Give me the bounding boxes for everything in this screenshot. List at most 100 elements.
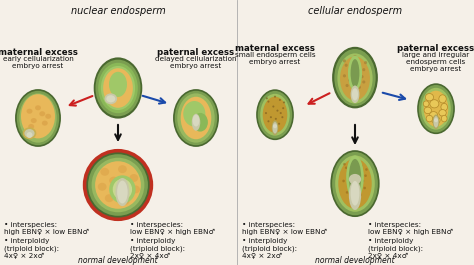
- Ellipse shape: [348, 56, 362, 91]
- Text: large and irregular
endosperm cells
embryo arrest: large and irregular endosperm cells embr…: [402, 52, 470, 72]
- Ellipse shape: [95, 161, 141, 209]
- Ellipse shape: [340, 56, 370, 100]
- Ellipse shape: [192, 114, 200, 131]
- Ellipse shape: [430, 100, 439, 108]
- Text: • interspecies:
low EBN♀ × high EBN♂: • interspecies: low EBN♀ × high EBN♂: [368, 222, 453, 235]
- Ellipse shape: [258, 91, 292, 139]
- Ellipse shape: [118, 165, 127, 173]
- Ellipse shape: [434, 116, 438, 127]
- Ellipse shape: [349, 70, 352, 73]
- Ellipse shape: [279, 99, 281, 101]
- Text: normal development: normal development: [315, 256, 395, 265]
- Text: delayed cellularization
embryo arrest: delayed cellularization embryo arrest: [155, 56, 237, 69]
- Ellipse shape: [265, 112, 267, 114]
- Ellipse shape: [356, 61, 359, 64]
- Ellipse shape: [98, 183, 107, 191]
- Ellipse shape: [100, 168, 109, 176]
- Ellipse shape: [45, 114, 51, 119]
- Ellipse shape: [274, 96, 276, 98]
- Ellipse shape: [276, 110, 279, 112]
- Ellipse shape: [115, 178, 129, 206]
- Ellipse shape: [94, 58, 142, 119]
- Ellipse shape: [354, 160, 356, 162]
- Ellipse shape: [23, 127, 36, 139]
- Ellipse shape: [421, 88, 451, 130]
- Ellipse shape: [419, 85, 453, 132]
- Ellipse shape: [95, 60, 140, 116]
- Ellipse shape: [345, 64, 348, 67]
- Ellipse shape: [348, 79, 351, 82]
- Ellipse shape: [364, 61, 367, 64]
- Ellipse shape: [352, 88, 358, 100]
- Ellipse shape: [282, 107, 284, 109]
- Ellipse shape: [354, 55, 356, 58]
- Ellipse shape: [364, 187, 366, 189]
- Ellipse shape: [362, 180, 364, 182]
- Text: nuclear endosperm: nuclear endosperm: [71, 6, 165, 16]
- Ellipse shape: [28, 124, 34, 129]
- Ellipse shape: [343, 163, 346, 166]
- Ellipse shape: [364, 174, 367, 177]
- Ellipse shape: [177, 93, 215, 143]
- Ellipse shape: [282, 116, 283, 118]
- Ellipse shape: [342, 180, 345, 182]
- Ellipse shape: [39, 111, 45, 116]
- Ellipse shape: [351, 59, 359, 87]
- Ellipse shape: [425, 94, 434, 101]
- Ellipse shape: [343, 59, 346, 63]
- Ellipse shape: [423, 101, 429, 107]
- Text: • interspecies:
high EBN♀ × low EBN♂: • interspecies: high EBN♀ × low EBN♂: [242, 222, 327, 235]
- Ellipse shape: [352, 198, 355, 201]
- Ellipse shape: [175, 91, 217, 145]
- Text: maternal excess: maternal excess: [235, 44, 315, 53]
- Ellipse shape: [129, 174, 138, 182]
- Ellipse shape: [439, 95, 446, 103]
- Ellipse shape: [17, 91, 59, 145]
- Ellipse shape: [283, 101, 285, 103]
- Text: • interploidy
(triploid block):
4x♀ × 2x♂: • interploidy (triploid block): 4x♀ × 2x…: [242, 238, 297, 258]
- Ellipse shape: [91, 158, 145, 212]
- Ellipse shape: [360, 165, 363, 167]
- Ellipse shape: [27, 132, 33, 138]
- Ellipse shape: [109, 175, 136, 204]
- Ellipse shape: [101, 66, 135, 110]
- Ellipse shape: [273, 105, 274, 108]
- Ellipse shape: [349, 159, 361, 196]
- Ellipse shape: [42, 121, 48, 126]
- Ellipse shape: [273, 124, 277, 128]
- Text: • interploidy
(triploid block):
2x♀ × 4x♂: • interploidy (triploid block): 2x♀ × 4x…: [130, 238, 185, 258]
- Text: maternal excess: maternal excess: [0, 48, 78, 57]
- Ellipse shape: [351, 86, 359, 103]
- Ellipse shape: [260, 94, 290, 136]
- Ellipse shape: [348, 186, 351, 188]
- Ellipse shape: [98, 63, 138, 113]
- Ellipse shape: [362, 81, 365, 83]
- Ellipse shape: [267, 101, 269, 103]
- Ellipse shape: [106, 95, 115, 102]
- Ellipse shape: [15, 89, 61, 147]
- Text: paternal excess: paternal excess: [397, 44, 474, 53]
- Ellipse shape: [273, 126, 274, 128]
- Ellipse shape: [434, 118, 438, 122]
- Ellipse shape: [426, 115, 433, 122]
- Ellipse shape: [351, 172, 354, 174]
- Ellipse shape: [183, 101, 205, 126]
- Ellipse shape: [343, 74, 346, 77]
- Ellipse shape: [349, 174, 361, 184]
- Ellipse shape: [27, 109, 33, 114]
- Ellipse shape: [338, 158, 372, 209]
- Ellipse shape: [346, 191, 348, 194]
- Ellipse shape: [365, 168, 368, 171]
- Ellipse shape: [121, 197, 129, 205]
- Text: paternal excess: paternal excess: [157, 48, 235, 57]
- Ellipse shape: [429, 112, 438, 119]
- Ellipse shape: [335, 156, 375, 212]
- Ellipse shape: [192, 114, 200, 126]
- Ellipse shape: [105, 194, 114, 202]
- Ellipse shape: [417, 83, 455, 134]
- Text: • interspecies:
low EBN♀ × high EBN♂: • interspecies: low EBN♀ × high EBN♂: [130, 222, 215, 235]
- Text: small endosperm cells
embryo arrest: small endosperm cells embryo arrest: [235, 52, 315, 65]
- Ellipse shape: [35, 105, 41, 110]
- Ellipse shape: [432, 117, 440, 124]
- Ellipse shape: [361, 75, 364, 78]
